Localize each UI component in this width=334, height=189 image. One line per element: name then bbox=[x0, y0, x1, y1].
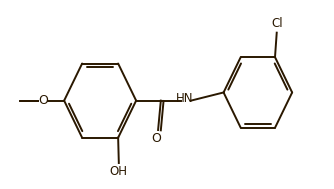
Text: OH: OH bbox=[110, 165, 128, 178]
Text: HN: HN bbox=[176, 92, 194, 105]
Text: O: O bbox=[151, 132, 161, 146]
Text: O: O bbox=[38, 94, 48, 107]
Text: Cl: Cl bbox=[271, 17, 283, 30]
